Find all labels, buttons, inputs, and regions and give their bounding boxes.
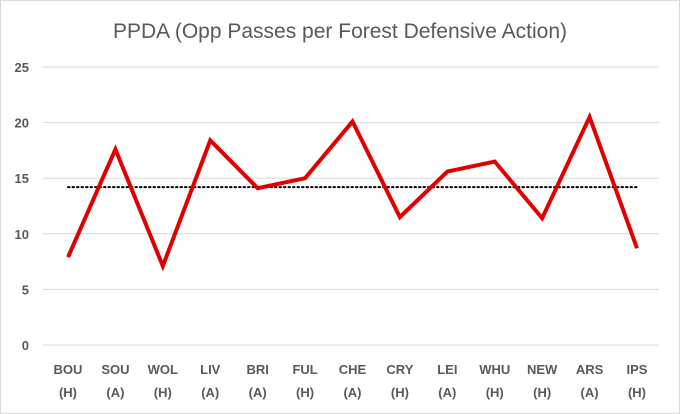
x-tick-venue-label: (H) <box>59 385 77 400</box>
x-tick-venue-label: (H) <box>628 385 646 400</box>
x-tick-venue-label: (A) <box>106 385 124 400</box>
x-tick-venue-label: (A) <box>343 385 361 400</box>
x-tick-venue-label: (H) <box>154 385 172 400</box>
y-tick-label: 5 <box>22 282 29 297</box>
x-tick-venue-label: (A) <box>438 385 456 400</box>
x-tick-team-label: CRY <box>386 362 413 377</box>
x-tick-team-label: SOU <box>101 362 129 377</box>
x-tick-venue-label: (H) <box>391 385 409 400</box>
y-tick-label: 0 <box>22 338 29 353</box>
x-tick-venue-label: (H) <box>296 385 314 400</box>
x-tick-venue-label: (A) <box>249 385 267 400</box>
x-tick-team-label: ARS <box>576 362 604 377</box>
chart-title: PPDA (Opp Passes per Forest Defensive Ac… <box>113 20 567 43</box>
x-tick-venue-label: (H) <box>486 385 504 400</box>
series-layer <box>66 111 639 272</box>
x-tick-team-label: FUL <box>292 362 317 377</box>
x-tick-team-label: LEI <box>437 362 457 377</box>
gridlines <box>43 66 659 346</box>
x-tick-team-label: CHE <box>339 362 367 377</box>
x-tick-team-label: BRI <box>246 362 268 377</box>
y-axis-ticks: 0 5 10 15 20 25 <box>15 60 29 353</box>
x-axis-ticks: BOU (H) SOU (A) WOL (H) LIV (A) BRI (A) FUL (H) CHE (… <box>54 362 648 400</box>
x-tick-team-label: WHU <box>479 362 510 377</box>
x-tick-team-label: IPS <box>627 362 648 377</box>
x-tick-venue-label: (A) <box>581 385 599 400</box>
x-tick-team-label: BOU <box>54 362 83 377</box>
x-tick-venue-label: (H) <box>533 385 551 400</box>
x-tick-venue-label: (A) <box>201 385 219 400</box>
series-line-ppda <box>66 111 639 272</box>
x-tick-team-label: WOL <box>148 362 178 377</box>
y-tick-label: 10 <box>15 227 29 242</box>
y-tick-label: 15 <box>15 171 29 186</box>
x-tick-team-label: LIV <box>200 362 221 377</box>
y-tick-label: 25 <box>15 60 29 75</box>
y-tick-label: 20 <box>15 116 29 131</box>
x-tick-team-label: NEW <box>527 362 558 377</box>
